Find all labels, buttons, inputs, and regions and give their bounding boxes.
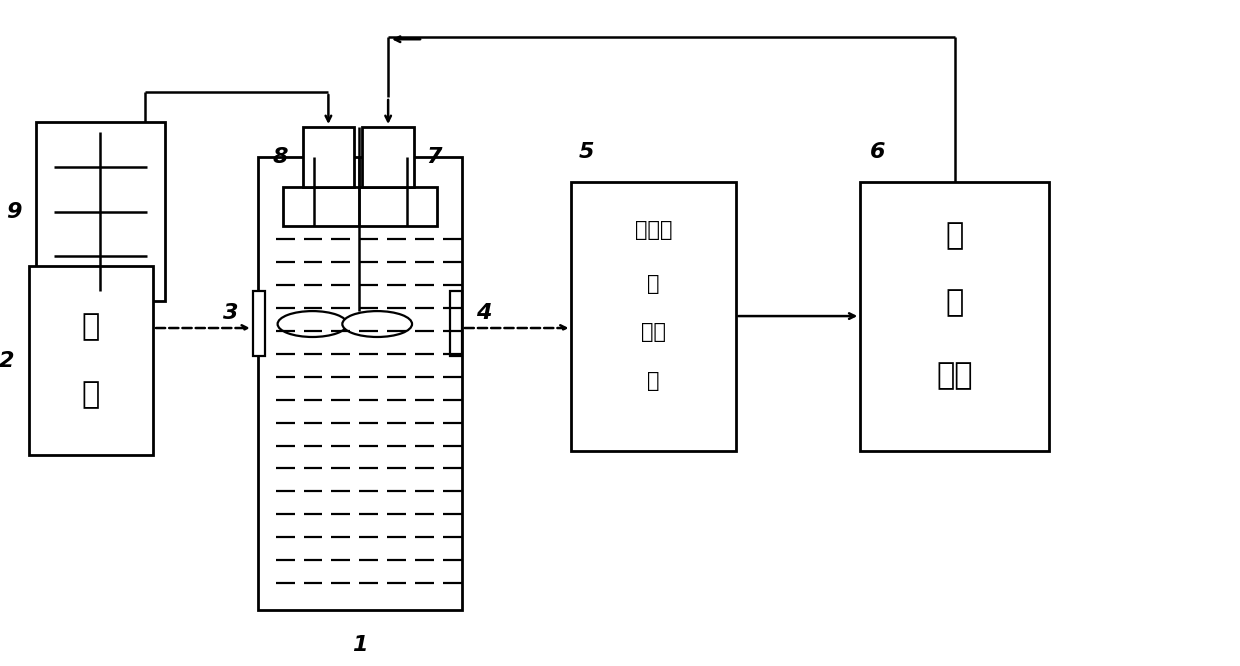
Bar: [572, 182, 735, 450]
Text: 9: 9: [6, 202, 21, 222]
Text: 5: 5: [579, 142, 594, 162]
Ellipse shape: [278, 311, 347, 337]
Bar: [303, 127, 355, 186]
Text: 控: 控: [946, 288, 963, 317]
Bar: [36, 122, 165, 301]
Text: 7: 7: [427, 147, 441, 166]
Text: 1: 1: [352, 635, 367, 655]
Text: 光测装: 光测装: [635, 220, 672, 240]
Text: 3: 3: [223, 303, 238, 323]
Text: 2: 2: [0, 351, 15, 371]
Text: 吸: 吸: [647, 274, 660, 294]
Text: 8: 8: [273, 147, 289, 166]
Bar: [861, 182, 1049, 450]
Text: 4: 4: [476, 303, 491, 323]
Bar: [283, 186, 436, 226]
Text: 6: 6: [870, 142, 885, 162]
Text: 制: 制: [946, 221, 963, 250]
Text: 源: 源: [82, 380, 100, 410]
Bar: [29, 266, 153, 456]
Bar: [362, 127, 414, 186]
Bar: [258, 157, 461, 610]
Ellipse shape: [342, 311, 412, 337]
Bar: [450, 291, 461, 356]
Text: 系统: 系统: [936, 361, 973, 390]
Text: 度量: 度量: [641, 322, 666, 342]
Text: 置: 置: [647, 370, 660, 390]
Bar: [253, 291, 264, 356]
Text: 光: 光: [82, 312, 100, 342]
